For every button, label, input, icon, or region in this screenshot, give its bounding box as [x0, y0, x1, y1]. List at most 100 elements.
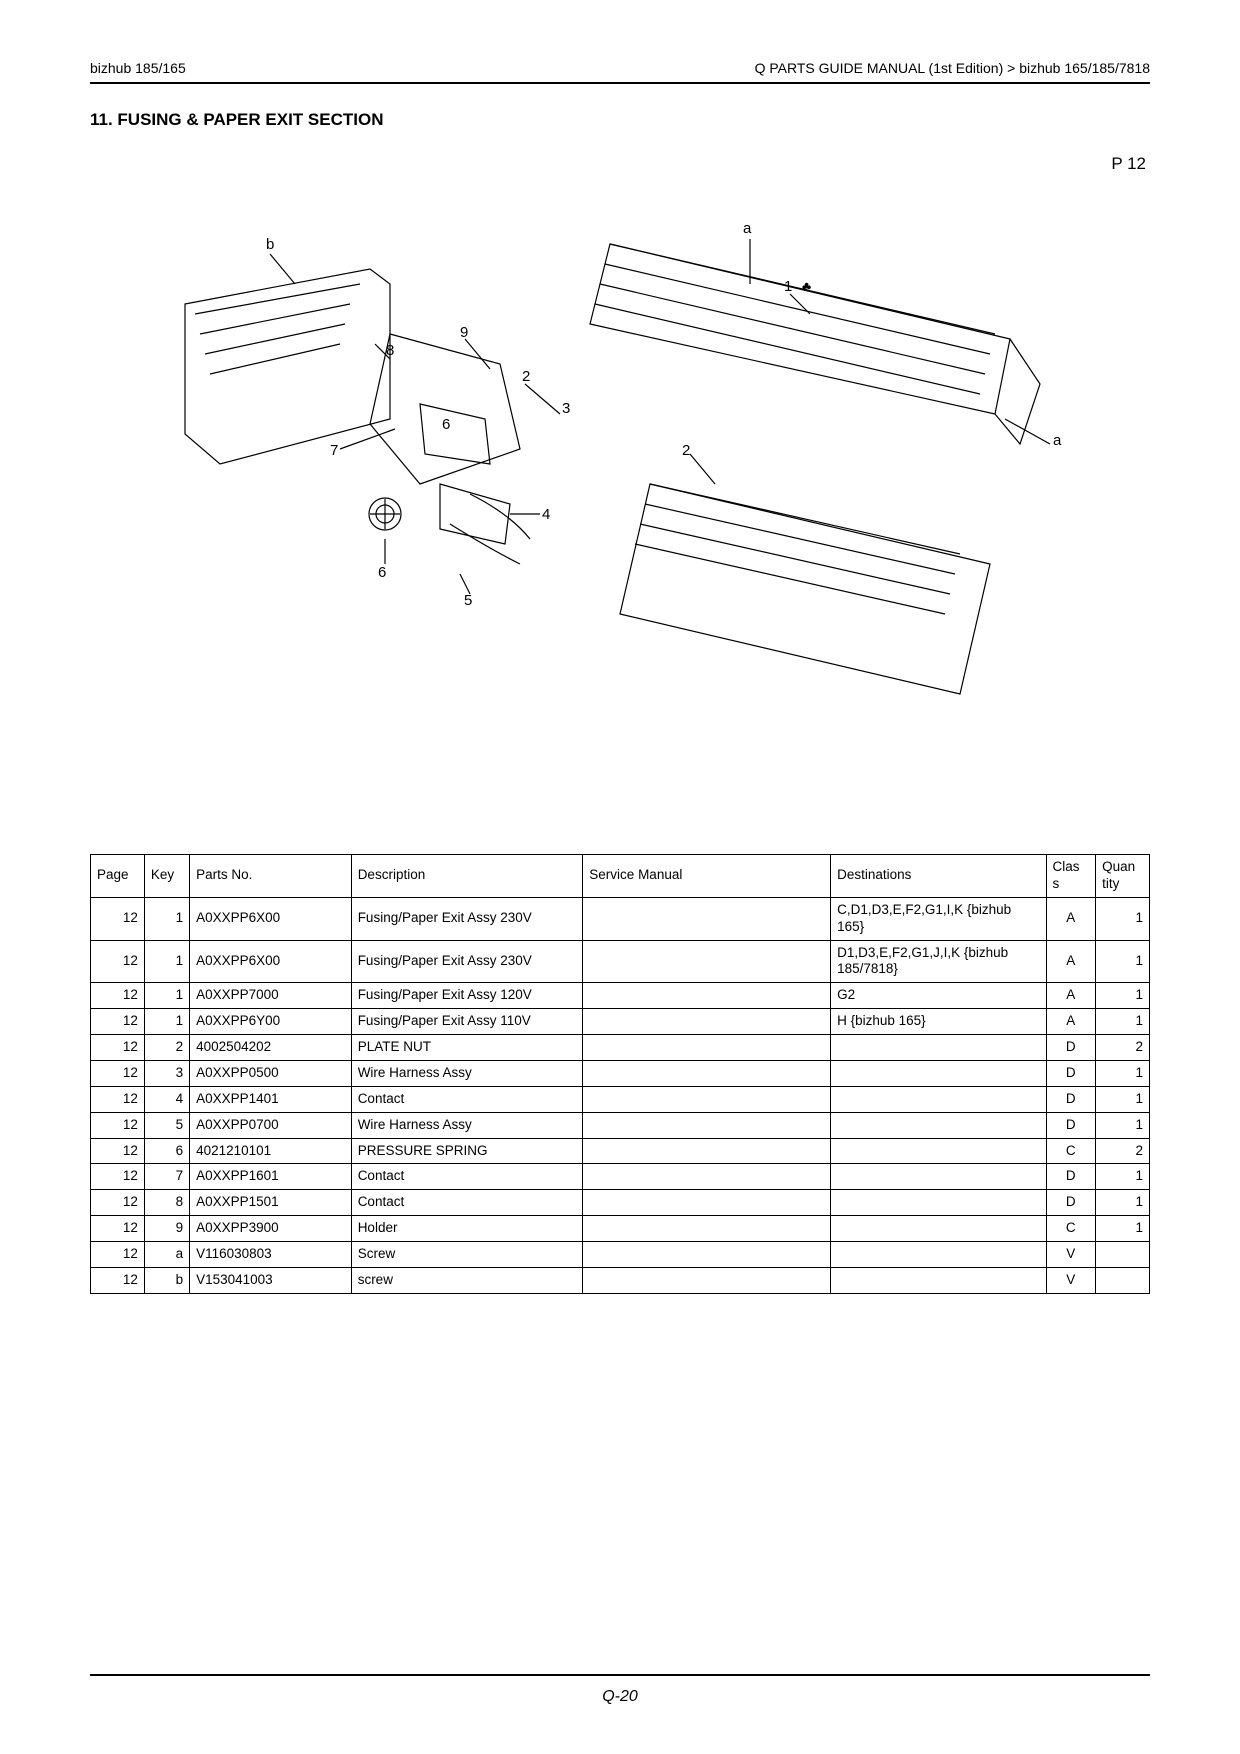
cell-parts: A0XXPP7000 [190, 983, 352, 1009]
table-row: 123A0XXPP0500Wire Harness AssyD1 [91, 1060, 1150, 1086]
cell-parts: A0XXPP3900 [190, 1216, 352, 1242]
table-row: 121A0XXPP7000Fusing/Paper Exit Assy 120V… [91, 983, 1150, 1009]
cell-parts: 4021210101 [190, 1138, 352, 1164]
callout-3: 3 [562, 400, 570, 417]
cell-desc: screw [351, 1267, 583, 1293]
cell-dest: H {bizhub 165} [831, 1009, 1046, 1035]
cell-key: 4 [144, 1086, 189, 1112]
callout-7: 7 [330, 442, 338, 459]
cell-qty: 1 [1096, 1112, 1150, 1138]
cell-key: 9 [144, 1216, 189, 1242]
th-parts: Parts No. [190, 855, 352, 898]
th-key: Key [144, 855, 189, 898]
callout-b: b [266, 236, 274, 253]
cell-dest [831, 1164, 1046, 1190]
callout-9: 9 [460, 324, 468, 341]
callout-2-right: 2 [682, 442, 690, 459]
parts-table: Page Key Parts No. Description Service M… [90, 854, 1150, 1294]
cell-qty: 1 [1096, 1086, 1150, 1112]
callout-a-right: a [1053, 432, 1061, 449]
cell-dest [831, 1242, 1046, 1268]
table-row: 124A0XXPP1401ContactD1 [91, 1086, 1150, 1112]
cell-key: 1 [144, 983, 189, 1009]
cell-key: a [144, 1242, 189, 1268]
cell-class: V [1046, 1267, 1096, 1293]
cell-class: D [1046, 1035, 1096, 1061]
th-sm: Service Manual [583, 855, 831, 898]
cell-dest [831, 1035, 1046, 1061]
callout-a-top: a [743, 220, 751, 237]
cell-desc: Fusing/Paper Exit Assy 120V [351, 983, 583, 1009]
cell-qty: 1 [1096, 1164, 1150, 1190]
cell-key: 1 [144, 940, 189, 983]
callout-6-top: 6 [442, 416, 450, 433]
cell-class: D [1046, 1112, 1096, 1138]
cell-page: 12 [91, 1035, 145, 1061]
cell-page: 12 [91, 1138, 145, 1164]
callout-1: 1 [784, 278, 792, 295]
table-row: 129A0XXPP3900HolderC1 [91, 1216, 1150, 1242]
page-root: bizhub 185/165 Q PARTS GUIDE MANUAL (1st… [0, 0, 1240, 1754]
cell-dest: C,D1,D3,E,F2,G1,I,K {bizhub 165} [831, 897, 1046, 940]
cell-dest [831, 1138, 1046, 1164]
cell-class: A [1046, 983, 1096, 1009]
header-left: bizhub 185/165 [90, 60, 186, 76]
callout-5: 5 [464, 592, 472, 609]
cell-qty [1096, 1267, 1150, 1293]
table-row: 121A0XXPP6Y00Fusing/Paper Exit Assy 110V… [91, 1009, 1150, 1035]
callout-4: 4 [542, 506, 550, 523]
cell-sm [583, 1190, 831, 1216]
cell-key: b [144, 1267, 189, 1293]
cell-sm [583, 1035, 831, 1061]
cell-sm [583, 1086, 831, 1112]
cell-class: D [1046, 1086, 1096, 1112]
cell-page: 12 [91, 1060, 145, 1086]
cell-key: 7 [144, 1164, 189, 1190]
cell-parts: V153041003 [190, 1267, 352, 1293]
cell-parts: 4002504202 [190, 1035, 352, 1061]
cell-page: 12 [91, 1216, 145, 1242]
cell-desc: PRESSURE SPRING [351, 1138, 583, 1164]
cell-desc: PLATE NUT [351, 1035, 583, 1061]
callout-6-bottom: 6 [378, 564, 386, 581]
th-dest: Destinations [831, 855, 1046, 898]
cell-sm [583, 1112, 831, 1138]
cell-key: 6 [144, 1138, 189, 1164]
cell-page: 12 [91, 1009, 145, 1035]
cell-desc: Contact [351, 1086, 583, 1112]
cell-desc: Screw [351, 1242, 583, 1268]
section-title: 11. FUSING & PAPER EXIT SECTION [90, 110, 1150, 130]
page-number-label: P 12 [90, 154, 1146, 174]
cell-class: V [1046, 1242, 1096, 1268]
cell-sm [583, 1164, 831, 1190]
cell-class: C [1046, 1138, 1096, 1164]
cell-qty: 1 [1096, 940, 1150, 983]
cell-class: D [1046, 1060, 1096, 1086]
cell-page: 12 [91, 1086, 145, 1112]
callout-8: 8 [386, 342, 394, 359]
cell-parts: A0XXPP0500 [190, 1060, 352, 1086]
cell-sm [583, 1267, 831, 1293]
cell-dest: D1,D3,E,F2,G1,J,I,K {bizhub 185/7818} [831, 940, 1046, 983]
cell-page: 12 [91, 1164, 145, 1190]
cell-sm [583, 983, 831, 1009]
cell-parts: A0XXPP1501 [190, 1190, 352, 1216]
cell-class: A [1046, 940, 1096, 983]
table-row: 1264021210101PRESSURE SPRINGC2 [91, 1138, 1150, 1164]
footer-rule [90, 1674, 1150, 1676]
cell-qty: 1 [1096, 1190, 1150, 1216]
cell-key: 1 [144, 897, 189, 940]
cell-parts: A0XXPP0700 [190, 1112, 352, 1138]
cell-dest [831, 1190, 1046, 1216]
cell-dest [831, 1086, 1046, 1112]
cell-sm [583, 1216, 831, 1242]
table-row: 1224002504202PLATE NUTD2 [91, 1035, 1150, 1061]
cell-sm [583, 897, 831, 940]
cell-sm [583, 940, 831, 983]
table-header-row: Page Key Parts No. Description Service M… [91, 855, 1150, 898]
exploded-diagram: b a a 1 ♣ 9 8 7 2 2 3 6 6 4 5 [90, 184, 1150, 744]
cell-desc: Wire Harness Assy [351, 1060, 583, 1086]
cell-parts: A0XXPP6X00 [190, 897, 352, 940]
cell-desc: Contact [351, 1164, 583, 1190]
cell-sm [583, 1009, 831, 1035]
